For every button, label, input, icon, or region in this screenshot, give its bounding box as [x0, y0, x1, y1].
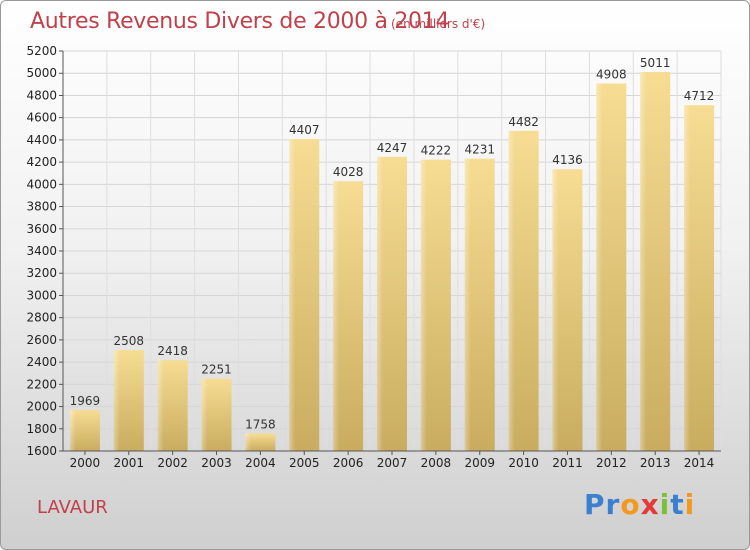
- y-tick-label: 4600: [26, 111, 57, 125]
- x-tick-label: 2011: [552, 456, 583, 470]
- y-tick-label: 1800: [26, 422, 57, 436]
- logo-letter: t: [670, 488, 685, 521]
- x-tick-label: 2010: [508, 456, 539, 470]
- logo-letter: i: [684, 488, 696, 521]
- x-tick-label: 2008: [421, 456, 452, 470]
- value-label: 4407: [289, 123, 320, 137]
- x-tick-label: 2013: [640, 456, 671, 470]
- value-label: 4028: [333, 165, 364, 179]
- x-tick-label: 2006: [333, 456, 364, 470]
- y-tick-label: 2000: [26, 400, 57, 414]
- value-label: 4222: [421, 144, 452, 158]
- bar-highlight: [377, 156, 383, 451]
- value-label: 1969: [70, 394, 101, 408]
- bar-highlight: [333, 181, 340, 451]
- value-label: 1758: [245, 417, 276, 431]
- x-tick-label: 2000: [70, 456, 101, 470]
- bar-highlight: [684, 105, 691, 451]
- logo-letter: P: [584, 488, 606, 521]
- y-tick-label: 3400: [26, 244, 57, 258]
- x-tick-label: 2005: [289, 456, 320, 470]
- x-tick-label: 2012: [596, 456, 627, 470]
- y-tick-label: 2600: [26, 333, 57, 347]
- bar-highlight: [289, 139, 296, 451]
- logo-letter: i: [659, 488, 671, 521]
- location-label: LAVAUR: [37, 497, 108, 518]
- bar-highlight: [201, 378, 208, 451]
- bar-highlight: [464, 158, 471, 451]
- value-label: 4136: [552, 153, 583, 167]
- y-tick-label: 4400: [26, 133, 57, 147]
- y-tick-label: 3000: [26, 288, 57, 302]
- y-tick-label: 3600: [26, 222, 57, 236]
- y-tick-label: 1600: [26, 444, 57, 458]
- value-label: 4712: [684, 89, 715, 103]
- logo-letter: o: [620, 488, 641, 521]
- bar-highlight: [113, 350, 120, 451]
- chart-subtitle: (en milliers d'€): [391, 17, 486, 31]
- bar-highlight: [420, 159, 427, 451]
- x-tick-label: 2002: [157, 456, 188, 470]
- y-tick-label: 5000: [26, 66, 57, 80]
- proxiti-logo: Proxiti: [584, 488, 695, 521]
- y-tick-label: 2400: [26, 355, 57, 369]
- y-tick-label: 4000: [26, 177, 57, 191]
- bar-highlight: [157, 360, 164, 451]
- y-tick-label: 4800: [26, 88, 57, 102]
- y-tick-label: 2200: [26, 377, 57, 391]
- y-tick-label: 2800: [26, 311, 57, 325]
- value-label: 4482: [508, 115, 539, 129]
- value-label: 2251: [201, 363, 232, 377]
- value-label: 2418: [157, 344, 188, 358]
- bar-highlight: [552, 169, 559, 451]
- bar-highlight: [508, 130, 515, 451]
- y-tick-label: 3200: [26, 266, 57, 280]
- x-tick-label: 2001: [114, 456, 145, 470]
- value-label: 2508: [114, 334, 145, 348]
- bar-highlight: [69, 410, 76, 451]
- x-tick-label: 2007: [377, 456, 408, 470]
- logo-letter: x: [640, 488, 660, 521]
- bar-highlight: [596, 83, 603, 451]
- x-tick-label: 2003: [201, 456, 232, 470]
- logo-letter: r: [605, 488, 621, 521]
- value-label: 4247: [377, 141, 408, 155]
- value-label: 4908: [596, 67, 627, 81]
- x-tick-label: 2004: [245, 456, 276, 470]
- chart-title: Autres Revenus Divers de 2000 à 2014: [30, 9, 450, 34]
- y-tick-label: 3800: [26, 200, 57, 214]
- bar-2004: [245, 433, 276, 451]
- x-tick-label: 2014: [684, 456, 715, 470]
- bar-highlight: [640, 72, 647, 451]
- y-tick-label: 4200: [26, 155, 57, 169]
- bar-highlight: [245, 433, 252, 451]
- value-label: 5011: [640, 56, 671, 70]
- x-tick-label: 2009: [464, 456, 495, 470]
- y-tick-label: 5200: [26, 44, 57, 58]
- value-label: 4231: [464, 143, 495, 157]
